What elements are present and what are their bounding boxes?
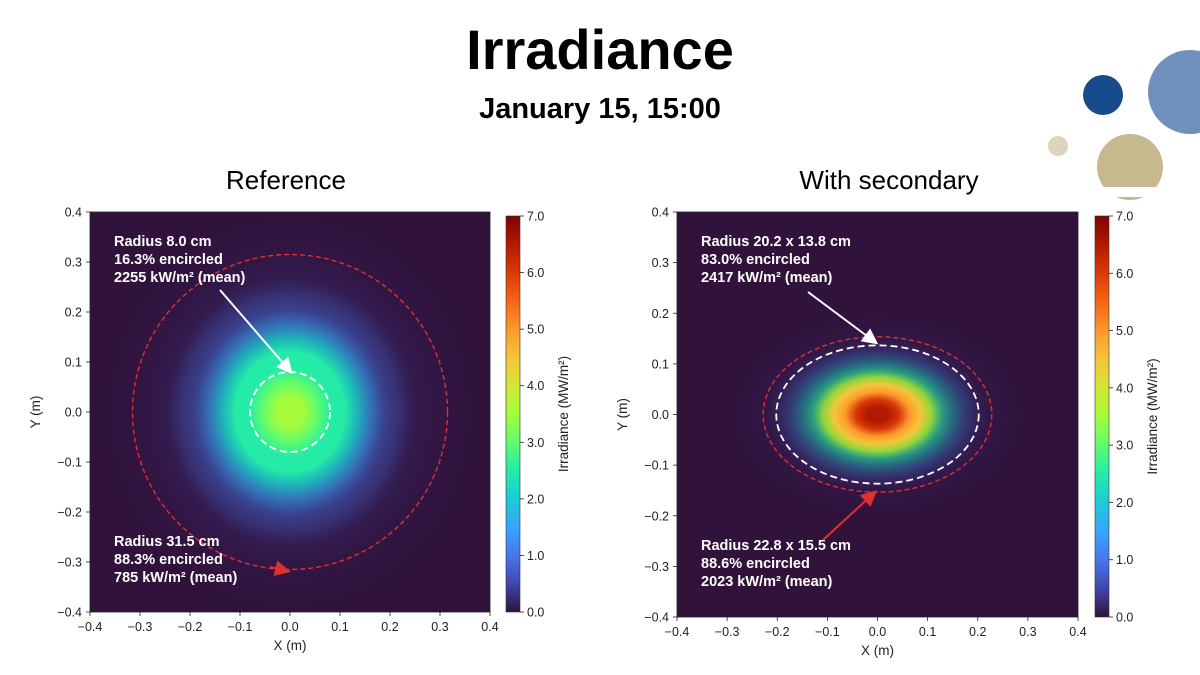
x-axis-label: X (m) bbox=[861, 643, 894, 658]
outer-annotation-arrow bbox=[269, 560, 291, 577]
colorbar-tick-label: 7.0 bbox=[1116, 210, 1133, 224]
y-tick-label: −0.3 bbox=[57, 556, 82, 570]
outer-annotation-line: Radius 22.8 x 15.5 cm bbox=[701, 538, 851, 554]
y-tick-label: 0.2 bbox=[65, 306, 82, 320]
inner-annotation-line: 2417 kW/m² (mean) bbox=[701, 270, 833, 286]
y-tick-label: 0.3 bbox=[652, 256, 669, 270]
colorbar-tick-label: 3.0 bbox=[1116, 439, 1133, 453]
colorbar-tick-label: 0.0 bbox=[527, 606, 544, 620]
slide-title: Irradiance bbox=[466, 18, 734, 81]
outer-annotation-arrow bbox=[822, 490, 877, 541]
y-tick-label: −0.2 bbox=[644, 509, 669, 523]
y-axis-label: Y (m) bbox=[28, 396, 43, 429]
colorbar bbox=[505, 215, 521, 613]
y-tick-label: −0.1 bbox=[644, 459, 669, 473]
y-tick-label: 0.1 bbox=[65, 356, 82, 370]
y-tick-label: 0.0 bbox=[65, 406, 82, 420]
inner-annotation-line: Radius 20.2 x 13.8 cm bbox=[701, 234, 851, 250]
y-tick-label: −0.3 bbox=[644, 560, 669, 574]
y-axis-label: Y (m) bbox=[615, 398, 630, 431]
x-tick-label: 0.0 bbox=[869, 625, 886, 639]
chart-with-secondary: Radius 20.2 x 13.8 cm 83.0% encircled 2417… bbox=[615, 206, 1160, 659]
inner-annotation-arrow bbox=[807, 291, 879, 345]
slide-subtitle: January 15, 15:00 bbox=[479, 93, 721, 125]
x-tick-label: 0.3 bbox=[431, 620, 448, 634]
y-tick-label: 0.0 bbox=[652, 408, 669, 422]
colorbar-tick-label: 5.0 bbox=[527, 323, 544, 337]
colorbar-tick-label: 3.0 bbox=[527, 436, 544, 450]
colorbar-tick-label: 4.0 bbox=[527, 379, 544, 393]
x-tick-label: 0.1 bbox=[331, 620, 348, 634]
x-axis-label: X (m) bbox=[274, 638, 307, 653]
irradiance-spot bbox=[98, 212, 482, 612]
decorative-mask bbox=[1080, 187, 1200, 197]
decorative-circle-dark-blue bbox=[1083, 75, 1123, 115]
x-tick-label: −0.4 bbox=[78, 620, 103, 634]
colorbar-label: Irradiance (MW/m²) bbox=[1145, 358, 1160, 474]
y-tick-label: −0.4 bbox=[644, 611, 669, 625]
colorbar-tick-label: 6.0 bbox=[1116, 267, 1133, 281]
irradiance-spot bbox=[725, 310, 1030, 519]
x-tick-label: 0.1 bbox=[919, 625, 936, 639]
outer-annotation-line: 88.3% encircled bbox=[114, 552, 223, 568]
colorbar bbox=[1094, 215, 1110, 618]
x-tick-label: −0.1 bbox=[228, 620, 253, 634]
y-tick-label: 0.4 bbox=[65, 206, 82, 220]
chart-reference: Radius 8.0 cm 16.3% encircled 2255 kW/m² (… bbox=[28, 206, 571, 654]
y-tick-label: 0.3 bbox=[65, 256, 82, 270]
x-tick-label: 0.2 bbox=[381, 620, 398, 634]
outer-annotation-line: Radius 31.5 cm bbox=[114, 534, 220, 550]
y-tick-label: −0.2 bbox=[57, 506, 82, 520]
y-tick-label: 0.1 bbox=[652, 357, 669, 371]
x-tick-label: −0.4 bbox=[665, 625, 690, 639]
x-tick-label: 0.2 bbox=[969, 625, 986, 639]
inner-region-ellipse bbox=[775, 344, 980, 485]
colorbar-label: Irradiance (MW/m²) bbox=[556, 356, 571, 472]
x-tick-label: −0.2 bbox=[765, 625, 790, 639]
outer-annotation-line: 2023 kW/m² (mean) bbox=[701, 574, 833, 590]
x-tick-label: −0.1 bbox=[815, 625, 840, 639]
colorbar-tick-label: 6.0 bbox=[527, 266, 544, 280]
colorbar-tick-label: 4.0 bbox=[1116, 381, 1133, 395]
x-tick-label: −0.3 bbox=[715, 625, 740, 639]
decorative-circle-small-tan bbox=[1048, 136, 1068, 156]
x-tick-label: 0.0 bbox=[281, 620, 298, 634]
y-tick-label: 0.4 bbox=[652, 206, 669, 220]
colorbar-tick-label: 1.0 bbox=[527, 549, 544, 563]
outer-region-ellipse bbox=[762, 336, 993, 493]
x-tick-label: 0.4 bbox=[481, 620, 498, 634]
colorbar-tick-label: 5.0 bbox=[1116, 324, 1133, 338]
x-tick-label: 0.4 bbox=[1069, 625, 1086, 639]
inner-annotation-line: 16.3% encircled bbox=[114, 252, 223, 268]
colorbar-tick-label: 2.0 bbox=[527, 492, 544, 506]
chart-title-reference: Reference bbox=[226, 165, 346, 195]
colorbar-tick-label: 0.0 bbox=[1116, 611, 1133, 625]
outer-region-ellipse bbox=[131, 253, 449, 571]
x-tick-label: −0.2 bbox=[178, 620, 203, 634]
inner-annotation-arrow bbox=[219, 289, 293, 375]
colorbar-tick-label: 7.0 bbox=[527, 210, 544, 224]
outer-annotation-line: 88.6% encircled bbox=[701, 556, 810, 572]
inner-annotation-line: Radius 8.0 cm bbox=[114, 234, 212, 250]
colorbar-tick-label: 2.0 bbox=[1116, 496, 1133, 510]
chart-title-with-secondary: With secondary bbox=[799, 165, 979, 195]
y-tick-label: −0.4 bbox=[57, 606, 82, 620]
outer-annotation-line: 785 kW/m² (mean) bbox=[114, 570, 237, 586]
inner-annotation-line: 2255 kW/m² (mean) bbox=[114, 270, 246, 286]
colorbar-tick-label: 1.0 bbox=[1116, 553, 1133, 567]
inner-annotation-line: 83.0% encircled bbox=[701, 252, 810, 268]
y-tick-label: −0.1 bbox=[57, 456, 82, 470]
x-tick-label: −0.3 bbox=[128, 620, 153, 634]
x-tick-label: 0.3 bbox=[1019, 625, 1036, 639]
y-tick-label: 0.2 bbox=[652, 307, 669, 321]
